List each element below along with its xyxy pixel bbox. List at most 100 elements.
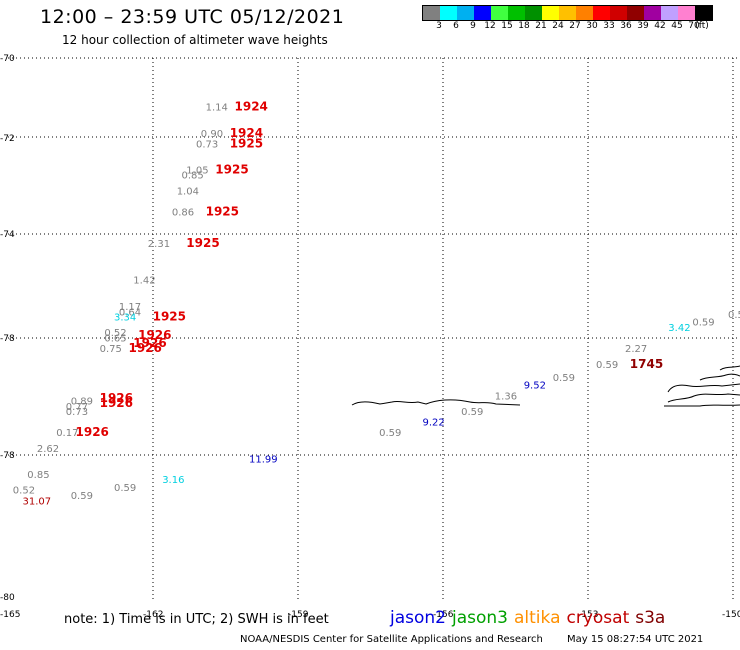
wave-height-label: 1.36 [495,391,517,402]
wave-height-colorbar [422,5,713,21]
colorbar-swatch [593,6,610,20]
colorbar-swatch [440,6,457,20]
map-title: 12:00 – 23:59 UTC 05/12/2021 [40,6,345,28]
wave-height-label: 0.59 [596,360,618,371]
wave-height-label: 0.77 [66,402,88,413]
wave-height-label: 0.59 [461,407,483,418]
wave-height-label: 0.73 [196,139,218,150]
longitude-label: -153 [578,610,598,620]
wave-height-label: 1.17 [119,302,141,313]
wave-height-label: 3.16 [162,475,184,486]
colorbar-swatch [576,6,593,20]
observation-time-label: 1926 [100,391,133,405]
note-text: note: 1) Time is in UTC; 2) SWH is in fe… [64,612,329,627]
colorbar-label: 30 [586,21,598,31]
observation-time-label: 1925 [186,236,219,250]
observation-time-label: 1926 [129,341,162,355]
wave-height-label: 3.42 [668,323,690,334]
wave-height-label: 0.85 [27,470,49,481]
colorbar-label: 6 [453,21,459,31]
colorbar-swatch [542,6,559,20]
wave-height-label: 2.27 [625,344,647,355]
observation-time-label: 1926 [100,396,133,410]
wave-height-label: 2.31 [148,239,170,250]
latitude-label: -70 [0,54,15,64]
colorbar-label: 27 [569,21,581,31]
observation-time-label: 1926 [76,425,109,439]
longitude-label: -162 [143,610,163,620]
wave-height-label: 2.62 [37,444,59,455]
colorbar-labels: 3 6 9 12 15 18 21 24 27 30 33 36 39 42 45 70 (ft) [422,21,732,35]
colorbar-label: 42 [654,21,666,31]
wave-height-label: 0.59 [553,373,575,384]
observation-time-label: 1925 [153,310,186,324]
map-subtitle: 12 hour collection of altimeter wave hei… [62,33,328,47]
wave-height-label: 31.07 [23,496,52,507]
wave-height-label: 0.73 [66,407,88,418]
latitude-label: -80 [0,593,15,603]
wave-height-label: 9.52 [524,381,546,392]
legend-jason2: jason2 [390,608,446,628]
colorbar-swatch [678,6,695,20]
colorbar-label: 36 [620,21,632,31]
colorbar-label: 12 [484,21,496,31]
colorbar-swatch [559,6,576,20]
colorbar-label: 33 [603,21,615,31]
coastline [351,365,740,407]
longitude-label: -159 [288,610,309,620]
coast-east [667,365,740,403]
colorbar-label: (ft) [695,21,709,31]
latitude-label: -78 [0,334,15,344]
wave-height-label: 0.65 [104,334,126,345]
observation-time-label: 1925 [230,136,263,150]
colorbar-swatch [695,6,712,20]
wave-height-label: 0.59 [114,483,136,494]
satellite-legend: jason2 jason3 altika cryosat s3a [390,608,671,628]
observation-time-label: 1924 [235,100,268,114]
wave-height-label: 11.99 [249,454,278,465]
longitude-label: -165 [0,610,20,620]
wave-height-label: 0.86 [172,208,194,219]
wave-height-label: 1.04 [177,187,199,198]
wave-height-label: 1.14 [206,103,228,114]
coast-east-lower [664,404,740,407]
wave-height-label: 0.17 [56,428,78,439]
wave-height-label: 0.52 [13,486,35,497]
observation-time-label: 1745 [630,357,663,371]
colorbar-label: 9 [470,21,476,31]
colorbar-label: 39 [637,21,649,31]
observation-time-label: 1925 [206,205,239,219]
legend-altika: altika [514,608,561,628]
colorbar-label: 70 [688,21,700,31]
wave-height-label: 1.05 [186,166,208,177]
colorbar-label: 24 [552,21,564,31]
generated-timestamp: May 15 08:27:54 UTC 2021 [567,634,704,645]
wave-height-label: 0.59 [692,318,714,329]
wave-height-label: 3.34 [114,313,136,324]
observation-time-label: 1925 [215,163,248,177]
colorbar-swatch [627,6,644,20]
observation-time-label: 1926 [133,336,166,350]
colorbar-swatch [610,6,627,20]
latitude-label: -74 [0,230,15,240]
legend-cryosat: cryosat [566,608,630,628]
credit-text: NOAA/NESDIS Center for Satellite Applica… [240,634,543,645]
longitude-label: -150 [722,610,740,620]
wave-height-label: 0.90 [201,129,223,140]
colorbar-label: 3 [436,21,442,31]
colorbar-swatch [474,6,491,20]
wave-height-label: 0.52 [104,328,126,339]
colorbar-label: 45 [671,21,683,31]
colorbar-swatch [457,6,474,20]
colorbar-swatch [644,6,661,20]
latitude-label: -72 [0,134,15,144]
colorbar-swatch [661,6,678,20]
colorbar-swatch [525,6,542,20]
colorbar-label: 21 [535,21,547,31]
longitude-label: -156 [433,610,454,620]
axis-labels: -70 -72 -74 -78 -78 -80 -165 -162 -159 -156 -153 -1… [0,54,740,620]
observation-time-label: 1926 [138,328,171,342]
wave-height-label: 0.59 [71,491,93,502]
wave-height-label: 9.22 [423,418,445,429]
